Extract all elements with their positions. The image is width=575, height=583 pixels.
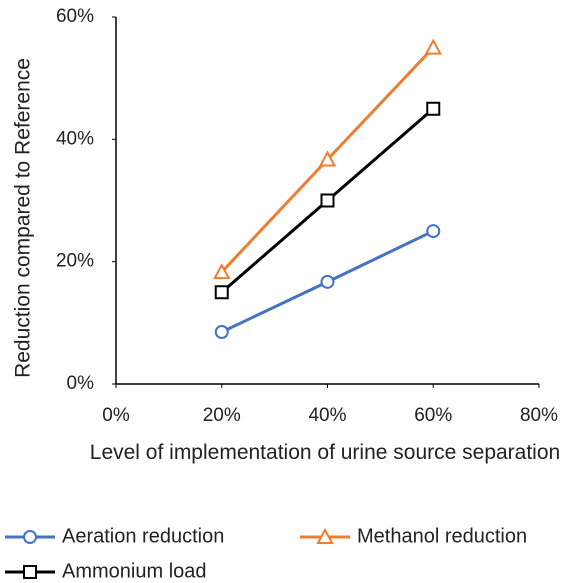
y-tick-label: 60% xyxy=(56,6,94,27)
legend-label: Aeration reduction xyxy=(62,525,224,547)
legend-marker xyxy=(316,527,334,544)
marker xyxy=(213,262,231,280)
y-tick-label: 40% xyxy=(56,128,94,149)
marker xyxy=(320,193,335,208)
marker xyxy=(426,101,441,116)
x-tick-label: 20% xyxy=(203,405,241,426)
marker xyxy=(214,285,229,300)
legend-marker xyxy=(23,530,37,544)
legend-label: Methanol reduction xyxy=(357,525,527,547)
x-tick-label: 80% xyxy=(520,405,558,426)
x-tick-label: 40% xyxy=(308,405,346,426)
y-axis-label: Reduction compared to Reference xyxy=(12,58,35,378)
x-tick-label: 60% xyxy=(414,405,452,426)
marker xyxy=(426,224,441,239)
legend-marker xyxy=(23,565,37,579)
marker xyxy=(318,150,337,167)
x-axis-label: Level of implementation of urine source … xyxy=(89,441,561,464)
marker xyxy=(320,274,335,289)
legend-label: Ammonium load xyxy=(62,560,207,582)
marker xyxy=(424,38,442,55)
y-tick-label: 20% xyxy=(56,251,94,272)
x-tick-label: 0% xyxy=(102,405,130,426)
marker xyxy=(214,325,229,340)
y-tick-label: 0% xyxy=(67,373,95,394)
